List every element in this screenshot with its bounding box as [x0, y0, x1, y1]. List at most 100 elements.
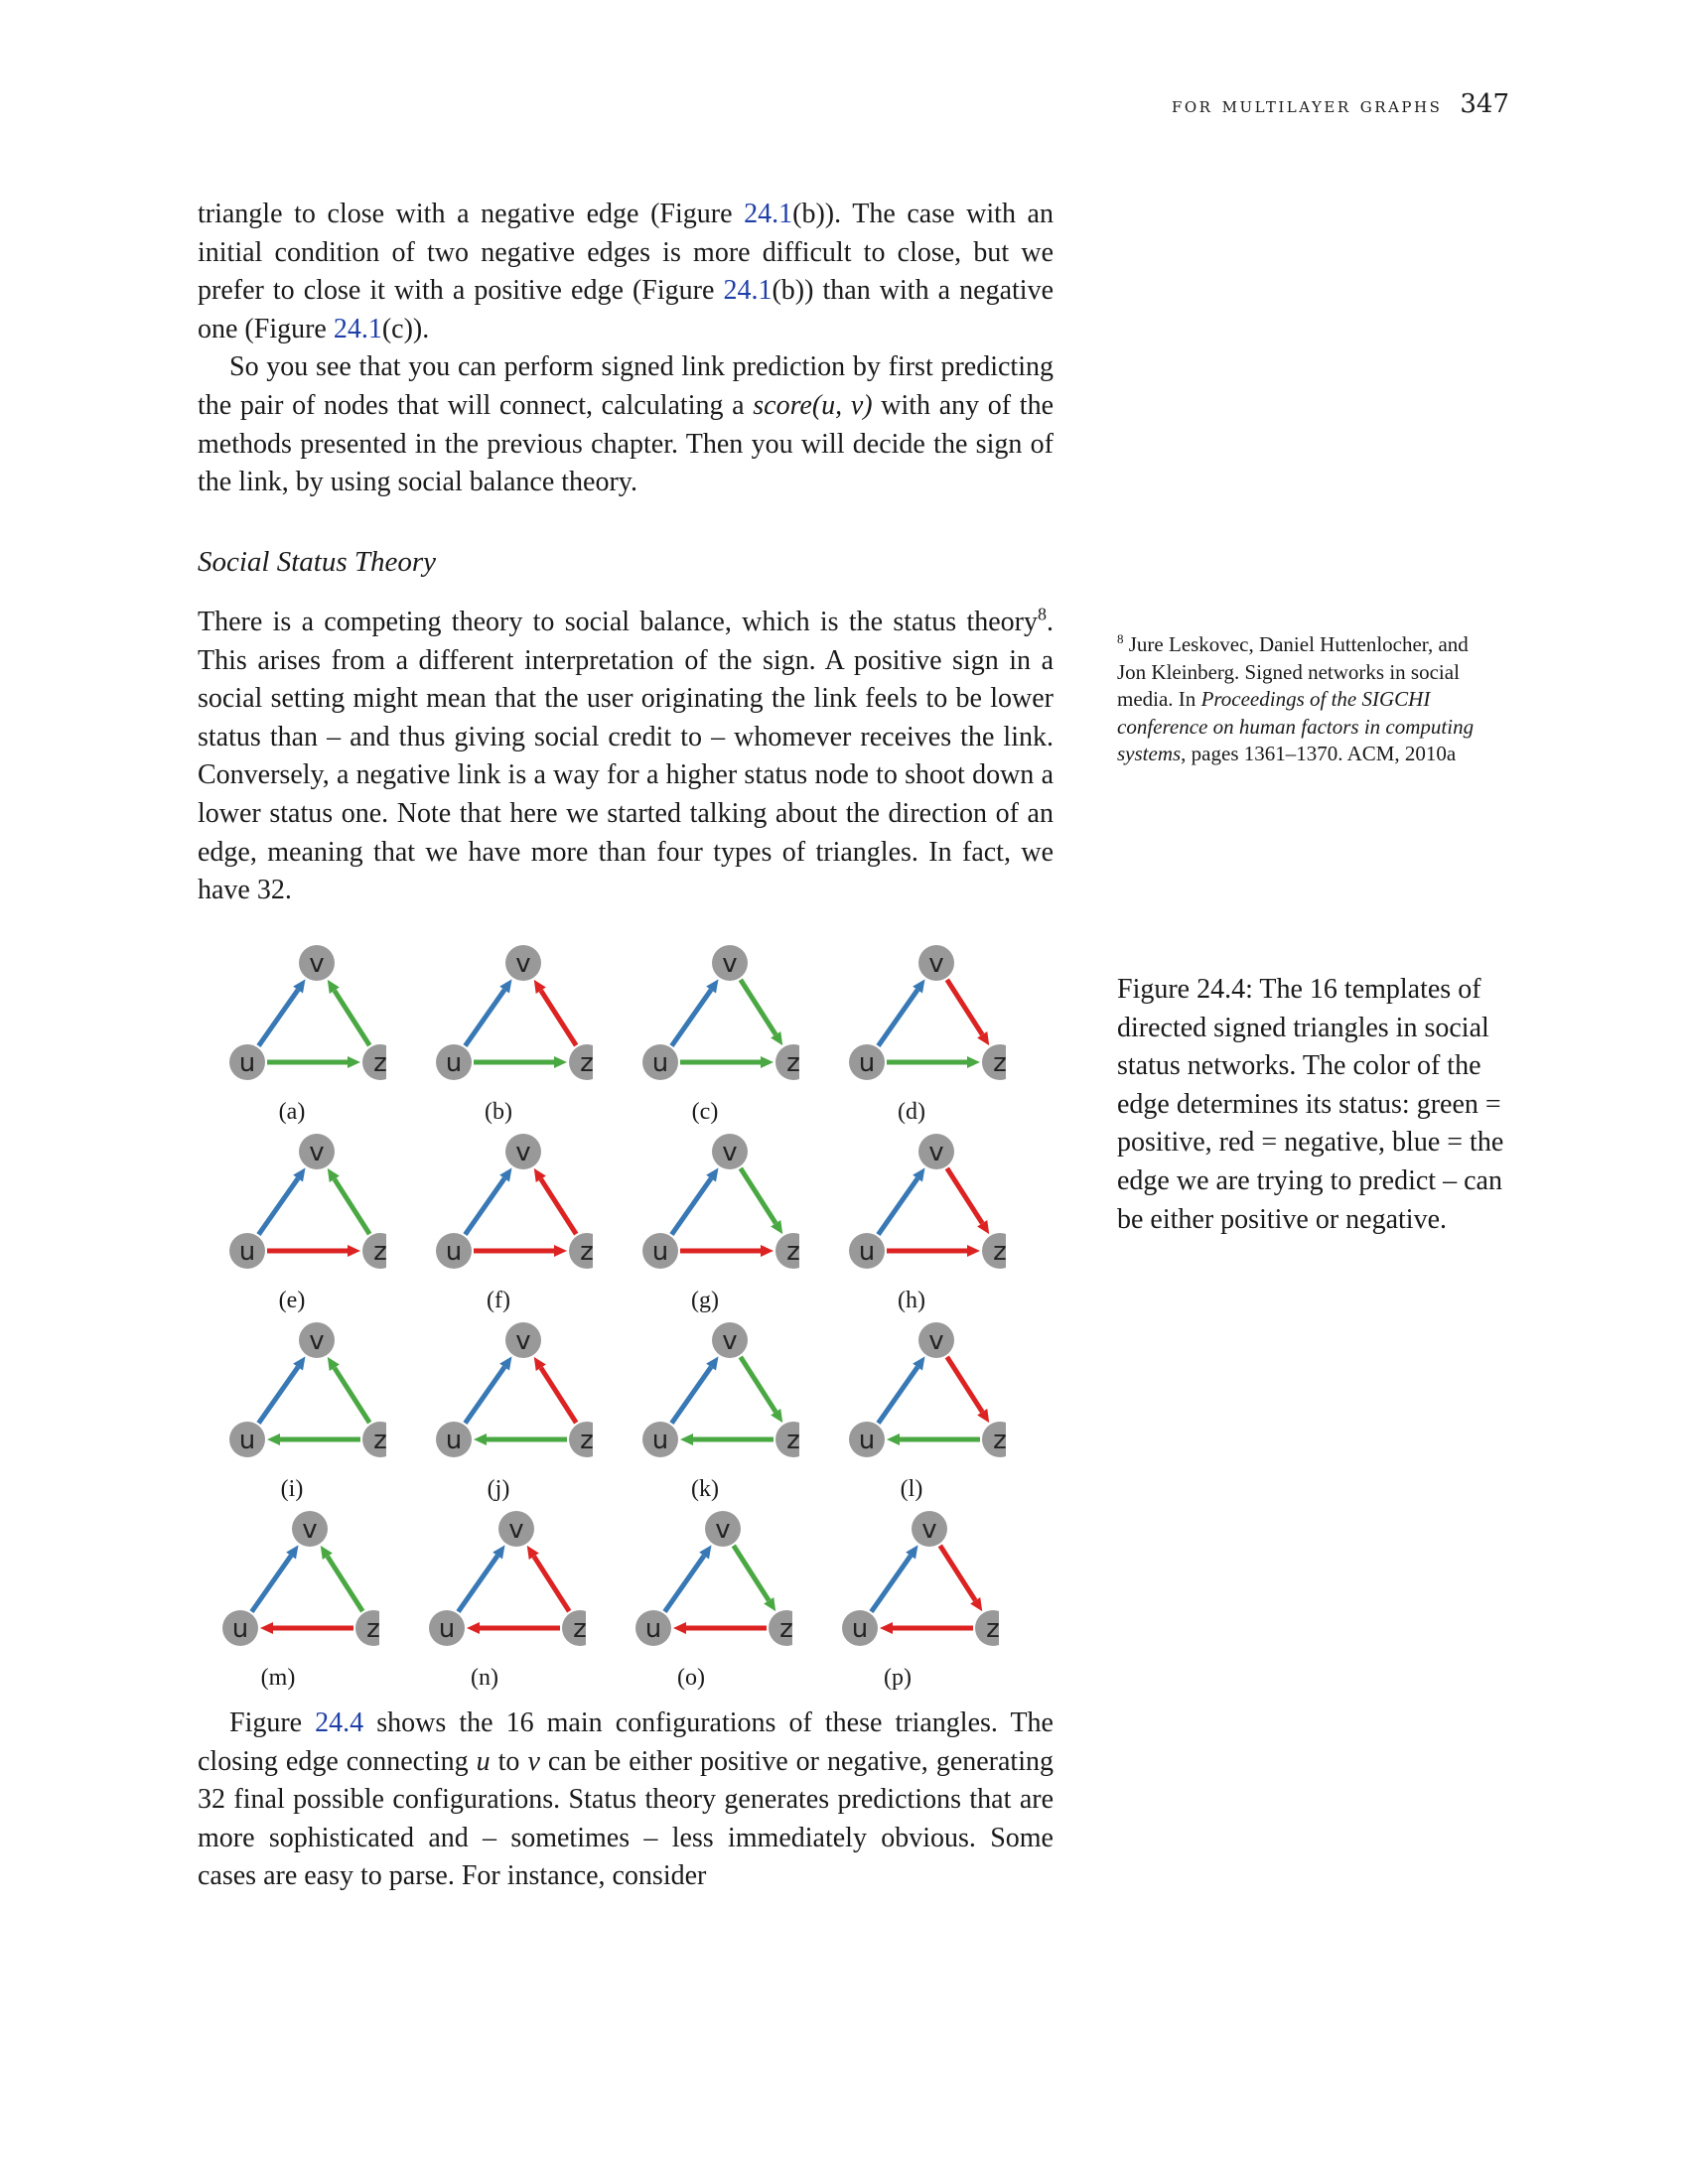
triangle-diagram: u v z: [436, 1134, 593, 1269]
triangle-panel: u v z (e): [198, 1127, 386, 1315]
panel-label: (d): [898, 1099, 925, 1125]
node-z: [569, 1422, 593, 1457]
node-label-u: u: [239, 1048, 255, 1078]
panel-label: (l): [900, 1476, 923, 1502]
triangle-panel: u v z (o): [604, 1504, 792, 1693]
node-z: [569, 1233, 593, 1269]
triangle-diagram: u v z: [229, 945, 386, 1080]
edge-z-v: [325, 1555, 365, 1613]
figure-ref-link[interactable]: 24.4: [315, 1707, 364, 1738]
figure-ref-link[interactable]: 24.1: [333, 313, 382, 344]
node-u: [229, 1044, 265, 1080]
section-title: Social Status Theory: [198, 546, 437, 578]
node-label-v: v: [715, 1515, 730, 1545]
triangle-panel: u v z (b): [404, 938, 593, 1127]
paragraph-1: triangle to close with a negative edge (…: [198, 199, 1054, 344]
edge-u-v: [669, 1365, 714, 1426]
edge-u-v: [876, 988, 920, 1048]
edge-z-v: [538, 1366, 579, 1425]
edge-u-z-arrowhead: [761, 1056, 774, 1068]
triangle-diagram: u v z: [222, 1511, 379, 1646]
triangle-diagram: u v z: [849, 1322, 1006, 1457]
edge-u-v: [456, 1554, 500, 1614]
panel-label: (e): [278, 1288, 306, 1313]
node-label-z: z: [993, 1048, 1006, 1078]
edge-u-v-arrowhead: [706, 1356, 719, 1371]
node-label-z: z: [573, 1614, 586, 1644]
panel-label: (j): [487, 1476, 510, 1502]
edge-v-z-arrowhead: [970, 1596, 983, 1612]
node-label-z: z: [993, 1426, 1006, 1455]
edge-z-v-arrowhead: [327, 1356, 340, 1372]
panel-label: (n): [471, 1665, 498, 1691]
edge-v-z: [738, 1355, 778, 1414]
node-label-z: z: [373, 1426, 386, 1455]
node-u: [642, 1422, 678, 1457]
paragraph-2: So you see that you can perform signed l…: [198, 351, 1055, 498]
footnote-marker[interactable]: 8: [1038, 604, 1047, 624]
page-number: 347: [1460, 89, 1509, 119]
edge-v-z-arrowhead: [771, 1219, 783, 1235]
edge-v-z: [944, 978, 985, 1036]
triangle-panel: u v z (k): [611, 1315, 799, 1504]
edge-u-z-arrowhead: [554, 1056, 567, 1068]
node-label-u: u: [439, 1614, 455, 1644]
edge-z-v-arrowhead: [327, 1167, 340, 1183]
figure-ref-link[interactable]: 24.1: [744, 199, 793, 229]
edge-z-u-arrowhead: [474, 1433, 487, 1445]
node-label-v: v: [309, 1138, 324, 1167]
node-label-u: u: [652, 1048, 668, 1078]
node-v: [292, 1511, 328, 1547]
edge-u-v-arrowhead: [499, 1356, 512, 1371]
node-u: [229, 1422, 265, 1457]
panel-label: (i): [280, 1476, 304, 1502]
edge-v-z: [937, 1544, 978, 1602]
edge-z-v: [332, 1366, 372, 1425]
node-z: [562, 1610, 586, 1646]
edge-u-v-arrowhead: [293, 979, 306, 994]
triangle-panel: u v z (l): [817, 1315, 1006, 1504]
triangle-panel: u v z (p): [810, 1504, 999, 1693]
triangle-panel: u v z (n): [397, 1504, 586, 1693]
node-z: [355, 1610, 379, 1646]
node-label-z: z: [993, 1237, 1006, 1267]
node-label-z: z: [786, 1237, 799, 1267]
node-v: [705, 1511, 741, 1547]
figure-ref-link[interactable]: 24.1: [723, 275, 773, 307]
node-label-z: z: [786, 1048, 799, 1078]
triangle-panel: u v z (h): [817, 1127, 1006, 1315]
triangle-diagram: u v z: [429, 1511, 586, 1646]
paragraph-4: Figure 24.4 shows the 16 main configurat…: [198, 1707, 1054, 1892]
node-z: [362, 1044, 386, 1080]
edge-z-v: [538, 989, 579, 1047]
triangle-diagram: u v z: [642, 1134, 799, 1269]
edge-u-z-arrowhead: [761, 1245, 774, 1257]
node-label-v: v: [928, 1326, 943, 1356]
body-text-status: There is a competing theory to social ba…: [198, 604, 1054, 910]
edge-z-v: [531, 1555, 572, 1613]
node-v: [498, 1511, 534, 1547]
edge-u-z-arrowhead: [967, 1245, 980, 1257]
edge-u-v: [463, 1365, 507, 1426]
edge-z-v-arrowhead: [327, 979, 340, 995]
triangle-panel: u v z (g): [611, 1127, 799, 1315]
node-z: [769, 1610, 792, 1646]
edge-z-u-arrowhead: [260, 1622, 273, 1634]
node-u: [849, 1233, 885, 1269]
edge-u-v-arrowhead: [499, 1167, 512, 1182]
edge-u-z-arrowhead: [554, 1245, 567, 1257]
node-label-u: u: [859, 1237, 875, 1267]
triangle-panel: u v z (j): [404, 1315, 593, 1504]
node-v: [712, 1134, 748, 1169]
edge-z-v-arrowhead: [533, 1167, 546, 1183]
edge-z-u-arrowhead: [680, 1433, 693, 1445]
edge-z-v-arrowhead: [526, 1545, 539, 1561]
node-label-z: z: [366, 1614, 379, 1644]
edge-z-v: [332, 1177, 372, 1236]
edge-u-v-arrowhead: [913, 1167, 925, 1182]
node-label-u: u: [239, 1237, 255, 1267]
node-z: [775, 1233, 799, 1269]
edge-z-u-arrowhead: [267, 1433, 280, 1445]
edge-u-v-arrowhead: [906, 1545, 918, 1560]
edge-z-v: [538, 1177, 579, 1236]
